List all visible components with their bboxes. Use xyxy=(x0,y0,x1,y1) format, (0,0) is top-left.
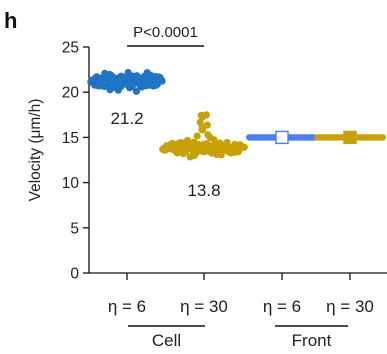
front-markers xyxy=(246,130,386,145)
group-labels: Cell Front xyxy=(128,325,348,350)
category-label: η = 6 xyxy=(108,297,146,316)
significance-bracket: P<0.0001 xyxy=(127,24,204,47)
data-point xyxy=(194,143,202,151)
category-labels: η = 6 η = 30 η = 6 η = 30 xyxy=(108,297,374,316)
data-point xyxy=(106,77,114,85)
y-tick-label: 20 xyxy=(62,85,80,102)
data-point xyxy=(101,69,109,77)
data-point xyxy=(132,73,140,81)
y-tick-label: 10 xyxy=(62,175,80,192)
group-label: Front xyxy=(292,331,332,350)
data-point xyxy=(129,80,137,88)
data-point xyxy=(117,74,125,82)
data-point xyxy=(204,131,212,139)
filled-square-marker xyxy=(343,130,357,145)
y-axis-label: Velocity (μm/h) xyxy=(27,99,44,202)
data-point xyxy=(149,78,157,86)
data-point xyxy=(198,123,206,131)
data-point xyxy=(157,75,165,83)
category-label: η = 30 xyxy=(180,297,228,316)
y-tick-label: 5 xyxy=(70,220,79,237)
x-axis xyxy=(89,272,387,280)
y-axis: 0 5 10 15 20 25 xyxy=(62,40,90,283)
data-point xyxy=(185,145,193,153)
data-point xyxy=(237,144,246,152)
data-point xyxy=(176,139,184,147)
data-point xyxy=(179,144,187,152)
data-point xyxy=(224,147,232,155)
data-point xyxy=(159,145,167,153)
data-point xyxy=(193,132,201,140)
y-tick-label: 25 xyxy=(62,40,79,57)
data-point xyxy=(113,85,121,93)
data-point xyxy=(147,71,155,80)
data-point xyxy=(231,140,239,148)
data-point xyxy=(200,147,208,155)
y-tick-label: 15 xyxy=(62,130,79,147)
data-points xyxy=(87,68,248,161)
panel-label: h xyxy=(4,8,17,33)
open-square-marker xyxy=(275,130,289,145)
data-point xyxy=(92,75,100,84)
data-point xyxy=(106,71,114,79)
y-tick-label: 0 xyxy=(70,266,79,283)
data-point xyxy=(171,146,179,154)
data-label: 13.8 xyxy=(187,181,220,200)
data-point xyxy=(142,82,150,90)
significance-label: P<0.0001 xyxy=(133,24,198,41)
data-point xyxy=(94,82,102,90)
data-point xyxy=(126,73,134,82)
category-label: η = 6 xyxy=(263,297,301,316)
data-label: 21.2 xyxy=(110,109,143,128)
data-point xyxy=(132,87,140,95)
data-point xyxy=(217,148,225,156)
data-point xyxy=(216,142,224,150)
group-label: Cell xyxy=(152,331,181,350)
category-label: η = 30 xyxy=(326,297,374,316)
data-point xyxy=(202,111,210,119)
data-labels: 21.2 13.8 xyxy=(110,109,220,200)
